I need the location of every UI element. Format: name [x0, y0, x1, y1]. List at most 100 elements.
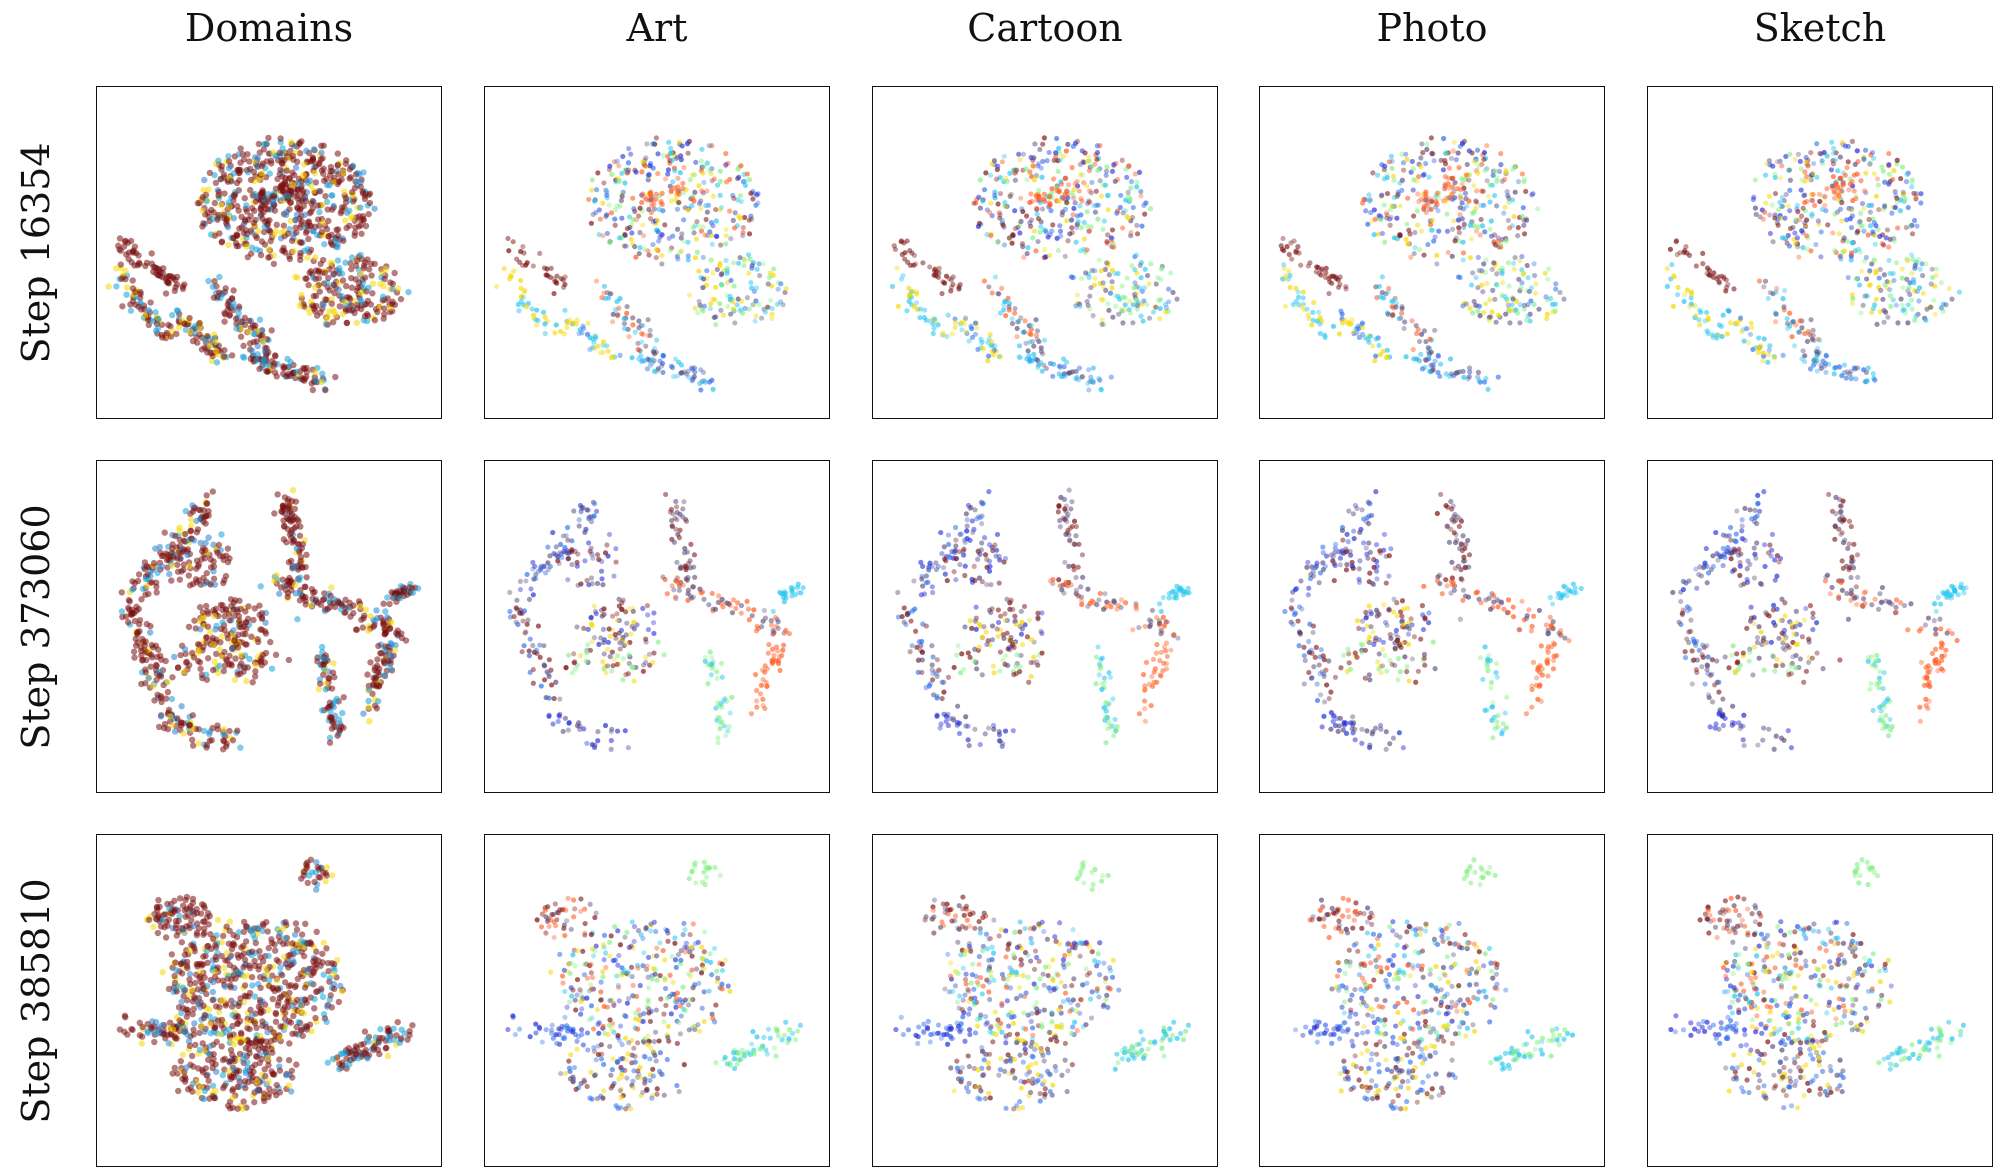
- scatter-point: [685, 207, 691, 213]
- scatter-point: [1107, 290, 1114, 296]
- scatter-point: [310, 187, 317, 195]
- scatter-point: [1484, 166, 1490, 172]
- scatter-point: [1502, 176, 1508, 183]
- scatter-point: [523, 629, 529, 635]
- scatter-point: [596, 207, 602, 213]
- scatter-point: [334, 161, 342, 168]
- scatter-point: [290, 564, 297, 571]
- scatter-point: [1379, 192, 1385, 198]
- scatter-point: [652, 345, 658, 351]
- scatter-point: [215, 192, 222, 199]
- scatter-point: [143, 563, 150, 570]
- scatter-point: [1426, 174, 1432, 180]
- scatter-point: [1904, 171, 1910, 177]
- scatter-point: [534, 307, 540, 313]
- scatter-point: [1033, 317, 1039, 323]
- scatter-point: [1064, 199, 1070, 206]
- scatter-point: [1716, 280, 1722, 286]
- scatter-point: [581, 325, 587, 332]
- scatter-point: [1805, 163, 1811, 169]
- scatter-point: [180, 561, 188, 568]
- scatter-point: [176, 576, 184, 583]
- scatter-point: [149, 654, 156, 661]
- scatter-point: [692, 189, 698, 195]
- scatter-point: [531, 312, 537, 318]
- scatter-point: [1137, 262, 1143, 269]
- scatter-point: [984, 232, 990, 238]
- scatter-point: [752, 318, 758, 324]
- scatter-point: [1814, 141, 1820, 147]
- scatter-point: [1479, 188, 1485, 194]
- scatter-point: [562, 307, 568, 313]
- scatter-point: [1387, 216, 1393, 222]
- scatter-point: [1842, 172, 1848, 178]
- scatter-point: [269, 198, 277, 205]
- scatter-point: [361, 612, 368, 619]
- scatter-point: [1396, 316, 1402, 322]
- scatter-point: [277, 135, 284, 142]
- scatter-point: [778, 281, 784, 287]
- scatter-point: [573, 321, 579, 327]
- scatter-point: [220, 726, 227, 733]
- scatter-point: [196, 319, 203, 327]
- scatter-point: [1131, 285, 1137, 291]
- scatter-point: [343, 224, 350, 232]
- scatter-point: [232, 655, 239, 662]
- scatter-point: [1881, 272, 1887, 278]
- scatter-point: [1168, 270, 1174, 276]
- scatter-point: [732, 320, 738, 326]
- scatter-point: [1028, 322, 1034, 329]
- scatter-point: [329, 168, 336, 175]
- scatter-point: [541, 643, 547, 649]
- scatter-point: [1744, 325, 1750, 332]
- scatter-point: [582, 529, 588, 535]
- scatter-point: [343, 319, 351, 327]
- scatter-point: [636, 251, 642, 257]
- scatter-point: [1517, 258, 1523, 264]
- scatter-point: [1886, 151, 1892, 157]
- scatter-point: [1423, 160, 1429, 167]
- scatter-point: [649, 356, 655, 362]
- scatter-point: [1760, 358, 1766, 364]
- scatter-point: [1296, 250, 1302, 256]
- scatter-point: [1146, 315, 1153, 321]
- scatter-point: [1693, 312, 1699, 318]
- scatter-point: [145, 321, 153, 329]
- scatter-point: [341, 298, 349, 306]
- scatter-plot: [507, 491, 806, 752]
- scatter-point: [1461, 206, 1467, 212]
- scatter-point: [228, 352, 236, 359]
- scatter-point: [698, 205, 704, 212]
- scatter-point: [1833, 150, 1839, 156]
- scatter-point: [1401, 325, 1407, 332]
- scatter-point: [650, 348, 656, 354]
- scatter-point: [1139, 288, 1145, 294]
- scatter-point: [1512, 189, 1518, 195]
- scatter-point: [360, 265, 368, 272]
- scatter-point: [256, 316, 264, 323]
- scatter-point: [267, 237, 274, 245]
- scatter-point: [391, 301, 399, 308]
- scatter-point: [648, 209, 654, 216]
- scatter-point: [1458, 187, 1464, 193]
- scatter-point: [1047, 202, 1053, 209]
- scatter-point: [319, 201, 326, 209]
- scatter-point: [736, 260, 742, 266]
- scatter-point: [1286, 268, 1292, 274]
- scatter-point: [1780, 296, 1786, 302]
- scatter-point: [638, 322, 644, 329]
- scatter-point: [349, 215, 356, 222]
- scatter-point: [660, 353, 666, 359]
- scatter-point: [1424, 141, 1430, 147]
- scatter-point: [169, 722, 176, 729]
- scatter-point: [1109, 168, 1116, 174]
- scatter-point: [577, 502, 584, 509]
- scatter-point: [1025, 348, 1031, 354]
- scatter-point: [619, 170, 625, 176]
- scatter-point: [332, 237, 339, 245]
- scatter-point: [1307, 260, 1313, 266]
- scatter-point: [533, 647, 539, 653]
- scatter-point: [181, 320, 188, 327]
- scatter-point: [1791, 343, 1798, 349]
- scatter-point: [1787, 225, 1793, 232]
